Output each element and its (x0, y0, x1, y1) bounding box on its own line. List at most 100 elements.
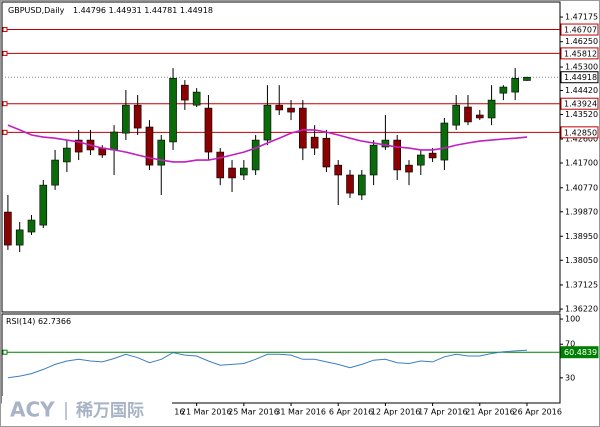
level-label-box (560, 23, 599, 36)
level-label: 1.43924 (564, 100, 597, 109)
level-marker (2, 27, 8, 33)
candle-body (275, 104, 284, 111)
level-label: 1.45812 (564, 49, 597, 58)
candle-body (15, 229, 24, 246)
candle-body (487, 99, 496, 119)
level-label-box (560, 126, 599, 139)
candle-body (216, 151, 225, 179)
candle-body (39, 184, 48, 226)
level-label-box (560, 97, 599, 110)
symbol: GBPUSD,Daily (8, 6, 65, 15)
candle-body (122, 104, 130, 134)
candle-body (110, 131, 118, 151)
candle-body (240, 167, 248, 176)
candle-body (523, 76, 531, 81)
level-marker (2, 349, 8, 355)
candle-body (334, 164, 343, 176)
y-tick-label: 1.46250 (565, 37, 598, 46)
level-label: 1.42850 (564, 128, 597, 137)
logo-text-cn: 稀万国际 (76, 400, 144, 421)
y-tick-label: 1.47175 (565, 13, 598, 22)
y-tick-label: 1.41700 (565, 158, 598, 167)
high-value: 1.44931 (109, 6, 142, 15)
x-tick-label: 12 Apr 2016 (371, 408, 420, 417)
candle-body (440, 122, 449, 161)
candle-body (452, 104, 460, 126)
candle-body (310, 136, 319, 149)
candle-body (228, 167, 236, 179)
candle-body (192, 91, 201, 106)
rsi-value: 62.7366 (38, 317, 71, 326)
y-tick-label: 1.45300 (565, 63, 598, 72)
x-tick-label: 17 Apr 2016 (418, 408, 467, 417)
y-tick-label: 1.38050 (565, 256, 598, 265)
candle-body (322, 137, 331, 168)
candle-body (499, 86, 508, 94)
x-tick-label: 16 (174, 408, 184, 417)
moving-average (7, 124, 528, 163)
candle-body (204, 107, 213, 153)
candle-body (475, 114, 484, 119)
rsi-line (7, 349, 528, 379)
x-tick-label: 25 Mar 2016 (228, 408, 279, 417)
candle-body (157, 139, 166, 166)
rsi-panel (1, 313, 561, 404)
y-tick-label: 1.38950 (565, 232, 598, 241)
y-tick-label: 1.37125 (565, 280, 598, 289)
y-tick-label: 1.36220 (565, 305, 598, 314)
x-tick-label: 21 Apr 2016 (465, 408, 514, 417)
low-value: 1.44781 (144, 6, 177, 15)
price-label: 1.44918 (564, 73, 597, 82)
price-label-box (560, 71, 599, 84)
level-label-box (560, 346, 599, 359)
candle-body (251, 139, 260, 171)
rsi-title: RSI(14) (6, 317, 35, 326)
level-marker (2, 50, 8, 56)
x-tick-label: 6 Apr 2016 (329, 408, 373, 417)
open-value: 1.44796 (73, 6, 106, 15)
logo-text: ACY (10, 398, 55, 422)
y-tick-label: 1.44420 (565, 86, 598, 95)
level-label: 60.4839 (564, 348, 597, 357)
y-tick-label: 100 (565, 315, 580, 324)
candle-body (263, 104, 272, 141)
candle-body (4, 211, 12, 246)
candle-body (393, 139, 402, 171)
close-value: 1.44918 (180, 6, 213, 15)
y-tick-label: 1.40770 (565, 183, 598, 192)
candle-body (181, 84, 189, 101)
candle-body (369, 144, 378, 176)
candle-body (299, 107, 307, 149)
candle-body (511, 77, 519, 93)
level-marker (2, 129, 8, 135)
candle-body (381, 139, 390, 148)
candle-body (346, 174, 354, 194)
x-tick-label: 31 Mar 2016 (275, 408, 326, 417)
level-marker (2, 101, 8, 107)
header: GBPUSD,Daily 1.44796 1.44931 1.44781 1.4… (8, 6, 213, 15)
level-label: 1.46707 (564, 26, 597, 35)
candle-body (133, 104, 142, 129)
candle-body (27, 219, 36, 233)
y-tick-label: 70 (565, 340, 575, 349)
candle-body (169, 77, 177, 143)
x-tick-label: 21 Mar 2016 (181, 408, 232, 417)
price-panel (1, 1, 561, 313)
candle-body (405, 164, 413, 173)
candle-body (416, 154, 425, 166)
candle-body (287, 107, 295, 113)
candle-body (74, 139, 83, 153)
x-tick-label: 26 Apr 2016 (512, 408, 561, 417)
y-tick-label: 1.43520 (565, 110, 598, 119)
y-tick-label: 1.39870 (565, 207, 598, 216)
candle-body (145, 126, 154, 166)
level-label-box (560, 47, 599, 60)
candle-body (464, 106, 472, 123)
candle-body (63, 147, 71, 163)
y-tick-label: 30 (565, 373, 575, 382)
y-tick-label: 1.42600 (565, 135, 598, 144)
candle-body (428, 152, 437, 159)
logo: ACY 稀万国际 (2, 396, 172, 426)
